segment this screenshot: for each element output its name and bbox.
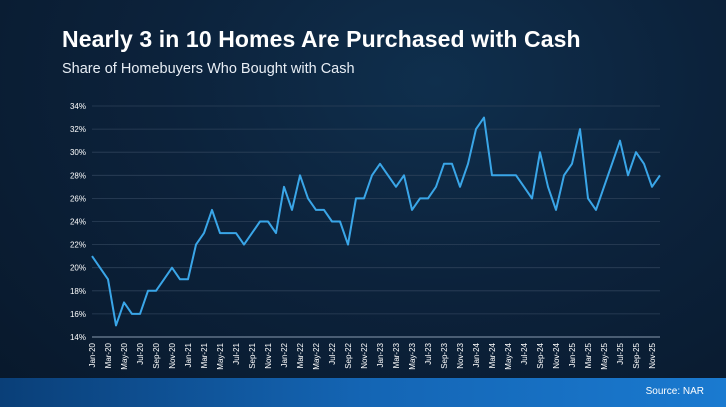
y-tick-label: 26%: [70, 194, 86, 203]
x-tick-label: Sep-25: [632, 342, 641, 368]
y-tick-label: 16%: [70, 310, 86, 319]
x-tick-label: Nov-25: [648, 342, 657, 368]
x-tick-label: May-24: [504, 342, 513, 369]
x-tick-label: Jan-24: [472, 342, 481, 367]
x-tick-label: Sep-22: [344, 342, 353, 368]
x-tick-label: Nov-24: [552, 342, 561, 368]
y-tick-label: 34%: [70, 102, 86, 111]
x-tick-label: May-25: [600, 342, 609, 369]
x-tick-label: Jan-22: [280, 342, 289, 367]
y-tick-label: 32%: [70, 125, 86, 134]
x-tick-label: Nov-22: [360, 342, 369, 368]
x-tick-label: Jul-23: [424, 342, 433, 364]
y-tick-label: 14%: [70, 333, 86, 342]
x-tick-label: May-22: [312, 342, 321, 369]
y-tick-label: 22%: [70, 241, 86, 250]
y-tick-label: 24%: [70, 218, 86, 227]
y-tick-label: 30%: [70, 148, 86, 157]
x-tick-label: Sep-20: [152, 342, 161, 368]
footer-bar: [0, 378, 726, 407]
chart-subtitle: Share of Homebuyers Who Bought with Cash: [62, 61, 355, 77]
x-tick-label: Jul-20: [136, 342, 145, 364]
x-tick-label: Nov-23: [456, 342, 465, 368]
source-label: Source: NAR: [645, 386, 704, 397]
x-tick-label: Mar-24: [488, 342, 497, 368]
x-tick-label: Mar-20: [104, 342, 113, 368]
x-tick-label: Mar-21: [200, 342, 209, 368]
x-tick-label: Jan-25: [568, 342, 577, 367]
x-tick-label: Sep-23: [440, 342, 449, 368]
x-tick-label: Sep-24: [536, 342, 545, 368]
y-tick-label: 18%: [70, 287, 86, 296]
x-tick-label: Jan-23: [376, 342, 385, 367]
x-tick-label: Mar-25: [584, 342, 593, 368]
x-tick-label: Jan-21: [184, 342, 193, 367]
x-tick-label: May-23: [408, 342, 417, 369]
y-tick-label: 20%: [70, 264, 86, 273]
x-tick-label: May-20: [120, 342, 129, 369]
x-tick-label: Mar-23: [392, 342, 401, 368]
x-tick-label: Jul-22: [328, 342, 337, 364]
x-tick-label: May-21: [216, 342, 225, 369]
x-tick-label: Nov-20: [168, 342, 177, 368]
series-line: [91, 116, 661, 327]
x-tick-label: Sep-21: [248, 342, 257, 368]
x-tick-label: Jan-20: [88, 342, 97, 367]
chart-title: Nearly 3 in 10 Homes Are Purchased with …: [62, 26, 581, 52]
x-tick-label: Jul-24: [520, 342, 529, 364]
x-tick-label: Nov-21: [264, 342, 273, 368]
x-tick-label: Mar-22: [296, 342, 305, 368]
x-tick-label: Jul-21: [232, 342, 241, 364]
x-tick-label: Jul-25: [616, 342, 625, 364]
y-tick-label: 28%: [70, 171, 86, 180]
